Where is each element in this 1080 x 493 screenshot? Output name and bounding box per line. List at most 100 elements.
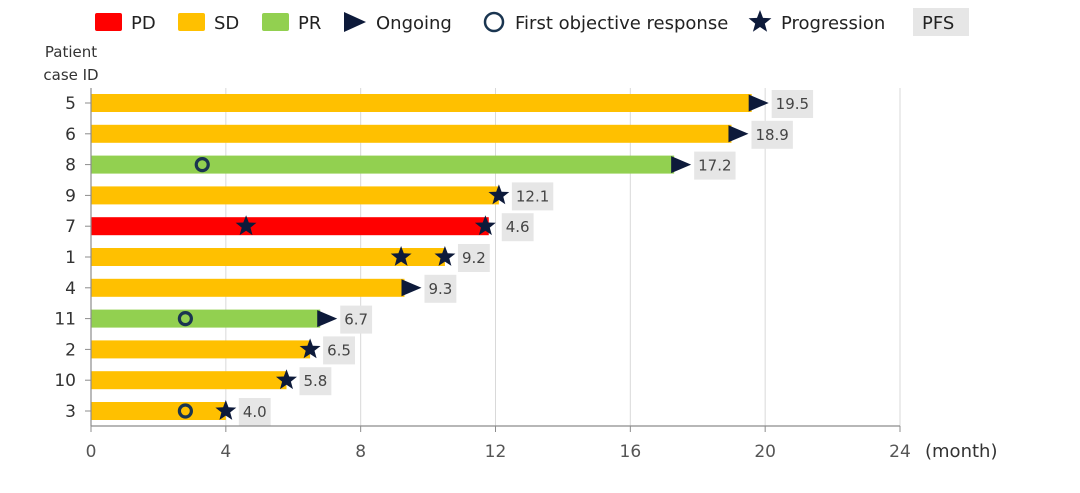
ongoing-icon (344, 12, 366, 32)
legend-item-SD: SD (178, 13, 239, 34)
legend-swatch (262, 13, 289, 31)
patient-id-label: 7 (65, 217, 76, 237)
bar-sd (91, 124, 732, 143)
patient-id-label: 4 (65, 279, 76, 299)
patient-id-label: 11 (54, 310, 76, 330)
pfs-box (323, 336, 355, 365)
bars: 5 19.56 18.98 17.29 12.17 4.61 9.24 9.311 6.72 6.… (54, 90, 814, 426)
legend-label: Progression (781, 13, 885, 34)
y-axis-title-line2: case ID (43, 66, 98, 84)
pfs-value-label: 6.5 (327, 341, 351, 359)
first-response-marker (177, 403, 193, 419)
patient-row-8: 8 17.2 (65, 151, 736, 180)
progression-star (434, 246, 456, 266)
pfs-value-label: 5.8 (304, 372, 328, 390)
ongoing-arrow (728, 125, 749, 143)
x-axis-unit-label: (month) (925, 441, 997, 462)
legend-item-progression: Progression (748, 10, 885, 34)
response-circle-icon (483, 11, 505, 33)
progression-star (474, 215, 496, 236)
patient-id-label: 1 (65, 248, 76, 268)
legend-label: Ongoing (376, 13, 452, 34)
pfs-box (751, 120, 793, 149)
ongoing-arrow (671, 156, 692, 174)
patient-id-label: 6 (65, 125, 76, 145)
bar-sd (91, 94, 752, 112)
pfs-box (457, 244, 490, 272)
first-response-marker (194, 157, 210, 173)
progression-star (488, 184, 510, 205)
legend-label: PFS (922, 13, 954, 34)
x-tick-label: 20 (754, 442, 776, 462)
legend-swatch (178, 13, 205, 31)
x-tick-label: 16 (620, 442, 642, 462)
legend-item-PR: PR (262, 13, 321, 34)
patient-row-7: 7 4.6 (65, 213, 534, 242)
pfs-box (299, 367, 332, 396)
pfs-value-label: 4.6 (506, 218, 530, 236)
ongoing-arrow (401, 279, 422, 297)
pfs-value-label: 6.7 (344, 311, 368, 329)
progression-star (390, 246, 412, 266)
legend-item-PD: PD (95, 13, 156, 34)
legend-item-pfs: PFS (913, 8, 969, 36)
pfs-box (238, 398, 271, 426)
patient-row-4: 4 9.3 (65, 274, 457, 303)
bar-sd (91, 371, 287, 390)
bar-sd (91, 248, 445, 266)
ongoing-arrow (317, 310, 338, 328)
bar-sd (91, 402, 226, 420)
pfs-box (511, 182, 554, 211)
bar-pr (91, 309, 321, 328)
pfs-box (424, 274, 457, 303)
pfs-value-label: 17.2 (698, 157, 731, 175)
y-axis-title-line1: Patient (45, 43, 97, 61)
x-tick-label: 8 (355, 442, 366, 462)
axes: 0 4 8 12 16 20 24 (86, 88, 911, 462)
legend-item-response: First objective response (483, 11, 728, 34)
bar-pd (91, 217, 489, 236)
pfs-value-label: 9.3 (428, 280, 452, 298)
patient-row-1: 1 9.2 (65, 244, 490, 272)
x-tick-label: 12 (485, 442, 507, 462)
pfs-box (340, 305, 373, 334)
patient-id-label: 8 (65, 156, 76, 176)
legend-swatch (95, 13, 122, 31)
pfs-value-label: 12.1 (516, 187, 549, 205)
pfs-value-label: 4.0 (243, 403, 267, 421)
bar-pr (91, 155, 675, 174)
patient-row-3: 3 4.0 (65, 398, 271, 426)
pfs-box (694, 151, 736, 180)
x-tick-label: 0 (86, 442, 97, 462)
patient-id-label: 9 (65, 186, 76, 206)
patient-row-11: 11 6.7 (54, 305, 373, 334)
x-tick-label: 24 (889, 442, 911, 462)
pfs-value-label: 18.9 (755, 126, 788, 144)
patient-row-9: 9 12.1 (65, 182, 554, 211)
bar-sd (91, 278, 405, 297)
patient-row-5: 5 19.5 (65, 90, 814, 118)
legend-label: First objective response (515, 13, 728, 34)
legend-label: PR (298, 13, 321, 34)
bar-sd (91, 186, 499, 205)
first-response-marker (177, 311, 193, 327)
legend-pfs-box (913, 8, 969, 36)
pfs-value-label: 19.5 (776, 95, 809, 113)
pfs-box (771, 90, 814, 118)
patient-id-label: 3 (65, 402, 76, 422)
legend-item-ongoing: Ongoing (344, 12, 452, 34)
patient-id-label: 10 (54, 371, 76, 391)
progression-star (235, 215, 257, 236)
bar-sd (91, 340, 311, 359)
legend-label: SD (214, 13, 239, 34)
legend: PD SD PR Ongoing First objective response Pro… (95, 8, 969, 36)
patient-id-label: 5 (65, 94, 76, 114)
progression-star (276, 369, 297, 390)
ongoing-arrow (748, 94, 769, 112)
x-tick-label: 4 (220, 442, 231, 462)
patient-row-10: 10 5.8 (54, 367, 332, 396)
patient-id-label: 2 (65, 340, 76, 360)
pfs-box (501, 213, 534, 242)
patient-row-6: 6 18.9 (65, 120, 793, 149)
